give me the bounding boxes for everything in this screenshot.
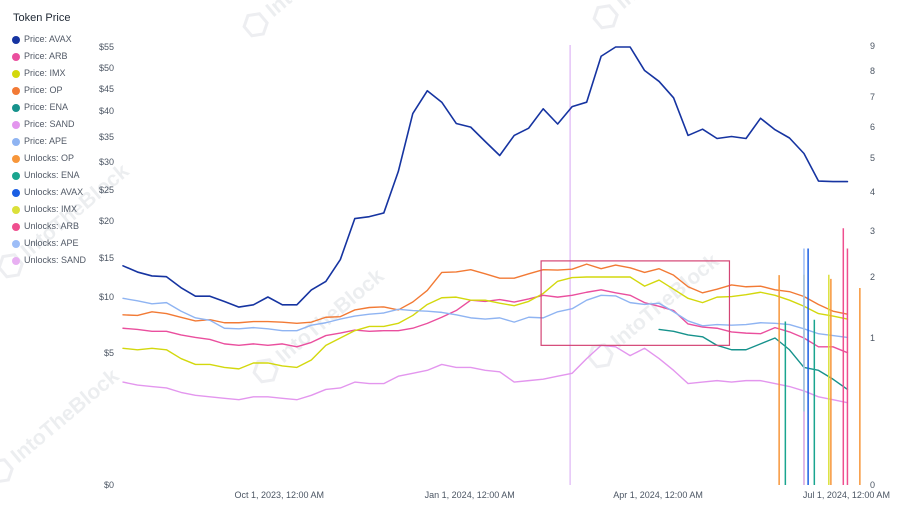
watermark-logo-icon (0, 253, 24, 279)
y-right-tick-label: 1 (870, 333, 875, 343)
legend-item-unlocks-sand[interactable]: Unlocks: SAND (12, 252, 114, 269)
series-line-price-imx[interactable] (122, 276, 849, 370)
legend-dot-icon (12, 52, 20, 61)
x-tick-label: Oct 1, 2023, 12:00 AM (234, 490, 324, 500)
legend-item-price-imx[interactable]: Price: IMX (12, 65, 114, 82)
watermark-text: IntoTheBlock (7, 364, 124, 467)
highlight-box (540, 260, 731, 346)
legend-label: Price: ARB (24, 51, 68, 61)
legend-dot-icon (12, 239, 20, 248)
y-left-tick-label: $45 (99, 84, 114, 94)
legend-item-price-avax[interactable]: Price: AVAX (12, 31, 114, 48)
x-tick-label: Jul 1, 2024, 12:00 AM (803, 490, 890, 500)
watermark-mark: IntoTheBlock (242, 0, 379, 38)
y-left-tick-label: $10 (99, 292, 114, 302)
y-left-tick-label: $15 (99, 253, 114, 263)
legend-label: Price: APE (24, 136, 68, 146)
legend-dot-icon (12, 171, 20, 180)
y-left-tick-label: $20 (99, 216, 114, 226)
series-line-price-avax[interactable] (122, 46, 849, 308)
legend-item-unlocks-imx[interactable]: Unlocks: IMX (12, 201, 114, 218)
legend-item-unlocks-arb[interactable]: Unlocks: ARB (12, 218, 114, 235)
y-right-tick-label: 2 (870, 272, 875, 282)
x-tick-label: Apr 1, 2024, 12:00 AM (613, 490, 703, 500)
legend-label: Unlocks: IMX (24, 204, 78, 214)
series-line-price-op[interactable] (122, 263, 849, 325)
legend-item-unlocks-avax[interactable]: Unlocks: AVAX (12, 184, 114, 201)
legend-label: Price: ENA (24, 102, 69, 112)
legend-dot-icon (12, 35, 20, 44)
x-tick-label: Jan 1, 2024, 12:00 AM (425, 490, 515, 500)
y-right-tick-label: 7 (870, 92, 875, 102)
y-left-tick-label: $30 (99, 157, 114, 167)
y-left-tick-label: $5 (104, 348, 114, 358)
chart-title: Token Price (13, 12, 71, 24)
legend-item-unlocks-ape[interactable]: Unlocks: APE (12, 235, 114, 252)
chart-legend: Price: AVAX Price: ARB Price: IMX Price: OP… (12, 31, 114, 269)
y-right-tick-label: 0 (870, 480, 875, 490)
y-left-tick-label: $0 (104, 480, 114, 490)
y-left-tick-label: $40 (99, 106, 114, 116)
watermark-text: IntoTheBlock (272, 264, 389, 367)
watermark-text: IntoTheBlock (262, 0, 379, 22)
series-line-price-arb[interactable] (122, 289, 849, 354)
legend-item-price-op[interactable]: Price: OP (12, 82, 114, 99)
series-line-price-ena[interactable] (658, 328, 849, 391)
watermark-logo-icon (242, 12, 269, 38)
marks-layer (122, 45, 861, 485)
y-right-tick-label: 8 (870, 66, 875, 76)
y-left-tick-label: $55 (99, 42, 114, 52)
legend-label: Unlocks: APE (24, 238, 79, 248)
legend-item-price-ena[interactable]: Price: ENA (12, 99, 114, 116)
legend-dot-icon (12, 69, 20, 78)
legend-dot-icon (12, 86, 20, 95)
legend-dot-icon (12, 154, 20, 163)
series-line-price-ape[interactable] (122, 294, 849, 339)
legend-label: Unlocks: ENA (24, 170, 80, 180)
y-right-tick-label: 4 (870, 187, 875, 197)
legend-dot-icon (12, 103, 20, 112)
series-line-price-sand[interactable] (122, 344, 849, 404)
legend-dot-icon (12, 188, 20, 197)
legend-item-unlocks-op[interactable]: Unlocks: OP (12, 150, 114, 167)
y-right-tick-label: 5 (870, 153, 875, 163)
y-left-tick-label: $25 (99, 185, 114, 195)
y-right-tick-label: 3 (870, 226, 875, 236)
watermark-logo-icon (252, 358, 279, 384)
legend-label: Price: IMX (24, 68, 66, 78)
legend-dot-icon (12, 256, 20, 265)
legend-dot-icon (12, 120, 20, 129)
legend-label: Unlocks: ARB (24, 221, 80, 231)
watermark-logo-icon (587, 343, 614, 369)
legend-label: Price: SAND (24, 119, 75, 129)
watermark-mark: IntoTheBlock (592, 0, 729, 30)
legend-dot-icon (12, 205, 20, 214)
y-left-tick-label: $50 (99, 63, 114, 73)
legend-dot-icon (12, 137, 20, 146)
legend-item-price-sand[interactable]: Price: SAND (12, 116, 114, 133)
watermark-mark: IntoTheBlock (252, 264, 389, 384)
legend-label: Price: OP (24, 85, 63, 95)
watermark-text: IntoTheBlock (612, 0, 729, 14)
y-right-tick-label: 6 (870, 122, 875, 132)
legend-item-price-arb[interactable]: Price: ARB (12, 48, 114, 65)
y-right-tick-label: 9 (870, 41, 875, 51)
watermark-mark: IntoTheBlock (0, 364, 124, 484)
y-left-tick-label: $35 (99, 132, 114, 142)
legend-item-unlocks-ena[interactable]: Unlocks: ENA (12, 167, 114, 184)
watermark-logo-icon (0, 458, 14, 484)
legend-dot-icon (12, 222, 20, 231)
legend-label: Unlocks: SAND (24, 255, 87, 265)
legend-label: Price: AVAX (24, 34, 72, 44)
legend-item-price-ape[interactable]: Price: APE (12, 133, 114, 150)
axes-layer: $0 $5 $10 $15 $20 $25 $30 $35 $40 $45 $50 $55 0 1 2 3 4 5… (99, 41, 890, 500)
legend-label: Unlocks: AVAX (24, 187, 84, 197)
legend-label: Unlocks: OP (24, 153, 75, 163)
watermark-logo-icon (592, 4, 619, 30)
